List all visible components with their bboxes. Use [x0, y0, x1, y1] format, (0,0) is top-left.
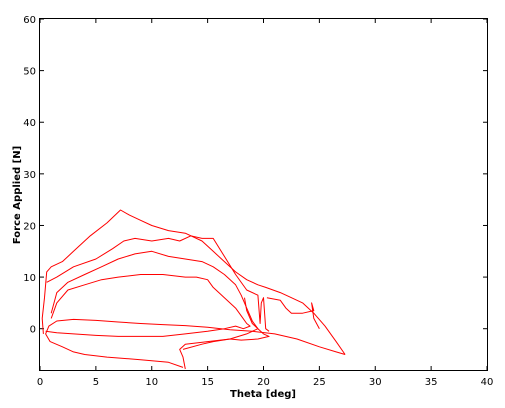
x-tick-label: 0: [37, 377, 43, 388]
x-tick-label: 30: [369, 377, 382, 388]
y-tick-label: 40: [23, 118, 36, 129]
y-axis-label: Force Applied [N]: [12, 146, 23, 244]
y-tick-label: 30: [23, 170, 36, 181]
series-line-7: [266, 297, 320, 329]
tick-labels: 0 5 10 15 20 25 30 35 40 0 10 20 30 40 50 60: [23, 15, 493, 388]
y-tick-label: 10: [23, 273, 36, 284]
series-line-4: [50, 250, 259, 370]
x-tick-label: 20: [257, 377, 270, 388]
y-tick-label: 20: [23, 221, 36, 232]
plot-frame: [39, 18, 488, 371]
x-axis-label: Theta [deg]: [230, 389, 296, 400]
x-tick-label: 10: [145, 377, 158, 388]
y-tick-label: 0: [30, 325, 36, 336]
series-line-1: [41, 209, 346, 355]
axis-ticks: [39, 18, 488, 370]
series-line-3: [46, 235, 270, 332]
series-layer: [41, 209, 346, 370]
x-tick-label: 15: [201, 377, 214, 388]
x-tick-label: 25: [313, 377, 326, 388]
x-tick-label: 40: [481, 377, 494, 388]
x-tick-label: 5: [93, 377, 99, 388]
series-line-5: [45, 274, 251, 337]
series-line-6: [182, 297, 270, 350]
y-tick-label: 50: [23, 67, 36, 78]
x-tick-label: 35: [425, 377, 438, 388]
y-tick-label: 60: [23, 15, 36, 26]
series-line-2: [45, 318, 346, 368]
